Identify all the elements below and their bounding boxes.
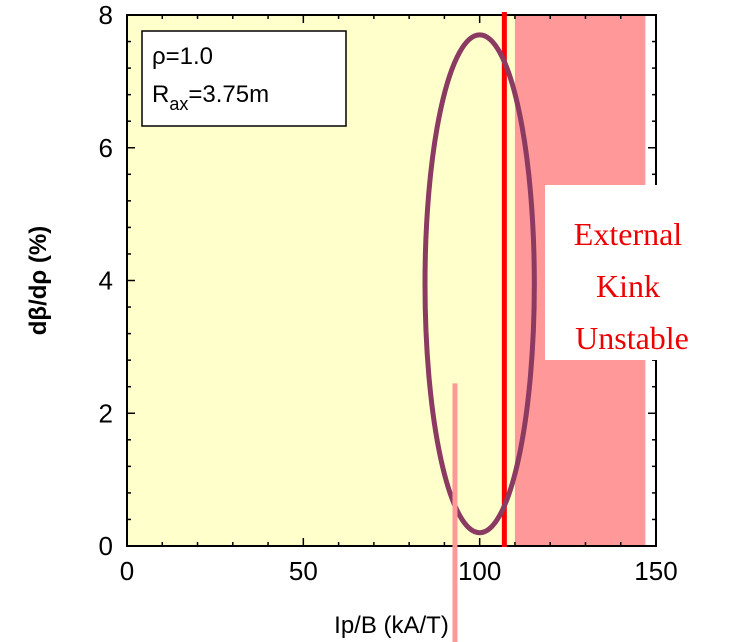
inset-rax-value: =3.75m xyxy=(188,81,269,108)
region-label-line-3: Unstable xyxy=(575,320,689,356)
region-label-line-2: Kink xyxy=(596,268,660,304)
highlight-ellipse xyxy=(422,32,537,536)
y-tick-label: 8 xyxy=(99,0,113,30)
y-tick-label: 2 xyxy=(99,398,113,428)
y-tick-label: 6 xyxy=(99,133,113,163)
inset-rho: ρ=1.0 xyxy=(152,43,213,70)
y-axis-title: dβ/dρ (%) xyxy=(25,226,52,335)
unstable-region-label: External Kink Unstable xyxy=(574,216,690,356)
x-tick-label: 150 xyxy=(634,556,677,586)
inset-rax-main: R xyxy=(152,81,169,108)
axis-ticks: 0 50 100 150 0 2 4 6 8 xyxy=(99,0,678,586)
inset-rax-sub: ax xyxy=(169,94,188,114)
inset-rax: Rax=3.75m xyxy=(152,81,269,114)
y-tick-label: 0 xyxy=(99,531,113,561)
y-tick-label: 4 xyxy=(99,266,113,296)
x-axis-title: Ip/B (kA/T) xyxy=(334,612,449,639)
x-tick-label: 50 xyxy=(289,556,318,586)
inset-box xyxy=(141,30,347,127)
region-label-line-1: External xyxy=(574,216,683,252)
x-tick-label: 0 xyxy=(120,556,134,586)
x-tick-label: 100 xyxy=(458,556,501,586)
unstable-label-box xyxy=(545,185,720,360)
